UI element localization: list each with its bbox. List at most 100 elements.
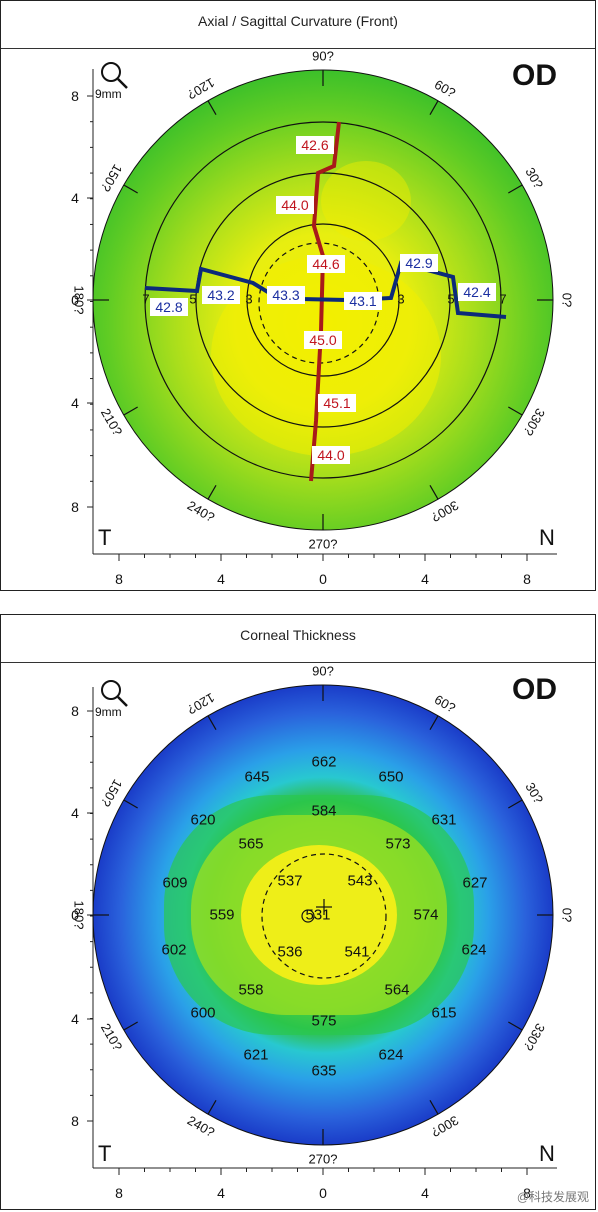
thickness-value: 565	[238, 836, 263, 853]
y-tick-label: 8	[71, 1113, 79, 1129]
y-tick-label: 8	[71, 703, 79, 719]
y-tick-label: 0	[71, 292, 79, 308]
steep-meridian	[309, 121, 341, 482]
ring-label: 3	[397, 292, 404, 307]
angle-label: 30?	[522, 780, 546, 806]
ring-label: 5	[447, 292, 454, 307]
thickness-value: 574	[413, 907, 438, 924]
flat-value-box	[400, 254, 438, 272]
angle-label: 60?	[432, 692, 458, 716]
angle-tick	[123, 406, 138, 416]
y-tick-label: 4	[71, 805, 79, 821]
thickness-value: 645	[244, 769, 269, 786]
side-right-label: N	[539, 525, 555, 550]
y-tick-marks	[87, 95, 93, 508]
steep-value: 44.0	[281, 197, 308, 213]
angle-tick	[123, 1021, 138, 1031]
thickness-value: 621	[243, 1047, 268, 1064]
thickness-map: 90?60?30?0?330?300?270?240?210?180?150?1…	[71, 664, 575, 1202]
steep-zone	[211, 256, 441, 456]
thickness-value: 602	[161, 942, 186, 959]
angle-label: 90?	[312, 664, 334, 679]
angle-label: 0?	[560, 908, 575, 922]
flat-value-box	[344, 292, 382, 310]
angle-tick	[508, 406, 523, 416]
x-tick-labels: 8 4 0 4 8	[115, 571, 531, 587]
steep-value: 42.6	[301, 137, 328, 153]
angle-tick	[207, 100, 217, 115]
angle-tick	[429, 1100, 439, 1115]
thickness-title: Corneal Thickness	[240, 627, 356, 643]
eye-label: OD	[512, 59, 557, 92]
thickness-value: 575	[311, 1013, 336, 1030]
x-tick-label: 8	[115, 571, 123, 587]
angle-tick	[429, 715, 439, 730]
ring-3mm	[246, 223, 400, 377]
flat-value-box	[202, 286, 240, 304]
steep-value-box	[312, 446, 350, 464]
thickness-value: 631	[431, 812, 456, 829]
angle-tick	[429, 485, 439, 500]
yellow-zone	[241, 845, 397, 985]
flat-value: 42.9	[405, 255, 432, 271]
angle-spokes	[93, 70, 553, 530]
y-tick-label: 8	[71, 88, 79, 104]
steep-value-box	[296, 136, 334, 154]
x-tick-label: 0	[319, 1185, 327, 1201]
y-tick-label: 4	[71, 190, 79, 206]
angle-label: 60?	[432, 77, 458, 101]
flat-value: 43.3	[272, 287, 299, 303]
y-tick-label: 4	[71, 395, 79, 411]
thinnest-point-marker	[301, 899, 332, 923]
thickness-value: 558	[238, 982, 263, 999]
x-tick-labels: 8 4 0 4 8	[115, 1185, 531, 1201]
magnifier-icon	[101, 680, 128, 707]
angle-tick	[429, 100, 439, 115]
thickness-value: 635	[311, 1063, 336, 1080]
watermark: @科技发展观	[516, 1190, 589, 1204]
steep-zone-upper	[321, 161, 411, 241]
curvature-panel: Axial / Sagittal Curvature (Front)	[0, 0, 596, 591]
flat-value-box	[150, 298, 188, 316]
y-tick-label: 4	[71, 1011, 79, 1027]
x-tick-marks	[118, 554, 528, 561]
steep-value-box	[276, 196, 314, 214]
x-tick-label: 4	[421, 1185, 429, 1201]
title-separator	[1, 48, 595, 49]
ring-label: 5	[189, 292, 196, 307]
x-tick-label: 4	[217, 1185, 225, 1201]
thickness-value: 584	[311, 803, 336, 820]
thickness-value: 543	[347, 873, 372, 890]
x-tick-marks	[118, 1168, 528, 1175]
flat-value: 43.2	[207, 287, 234, 303]
flat-value: 42.8	[155, 299, 182, 315]
thickness-value: 541	[344, 944, 369, 961]
angle-tick	[508, 184, 523, 194]
ring-7mm	[144, 121, 502, 479]
angle-label: 90?	[312, 49, 334, 64]
thickness-value: 620	[190, 812, 215, 829]
x-tick-label: 0	[319, 571, 327, 587]
angle-label: 180?	[72, 286, 87, 315]
steep-value: 44.0	[317, 447, 344, 463]
angle-tick	[123, 799, 138, 809]
flat-meridian	[144, 260, 507, 319]
thickness-value: 600	[190, 1005, 215, 1022]
thickness-value: 573	[385, 836, 410, 853]
ring-label: 7	[499, 292, 506, 307]
flat-value-box	[458, 283, 496, 301]
angle-tick	[123, 184, 138, 194]
x-tick-label: 4	[421, 571, 429, 587]
ring-labels: 7 5 3 3 5 7	[142, 292, 506, 307]
thickness-value: 615	[431, 1005, 456, 1022]
curvature-title: Axial / Sagittal Curvature (Front)	[198, 13, 398, 29]
magnifier-icon	[101, 62, 128, 89]
steep-value: 44.6	[312, 256, 339, 272]
angle-label: 270?	[309, 537, 338, 552]
thickness-value: 650	[378, 769, 403, 786]
title-separator	[1, 662, 595, 663]
y-tick-labels: 8 4 0 4 8	[71, 88, 79, 515]
angle-tick	[207, 715, 217, 730]
angle-tick	[207, 1100, 217, 1115]
thickness-value: 536	[277, 944, 302, 961]
